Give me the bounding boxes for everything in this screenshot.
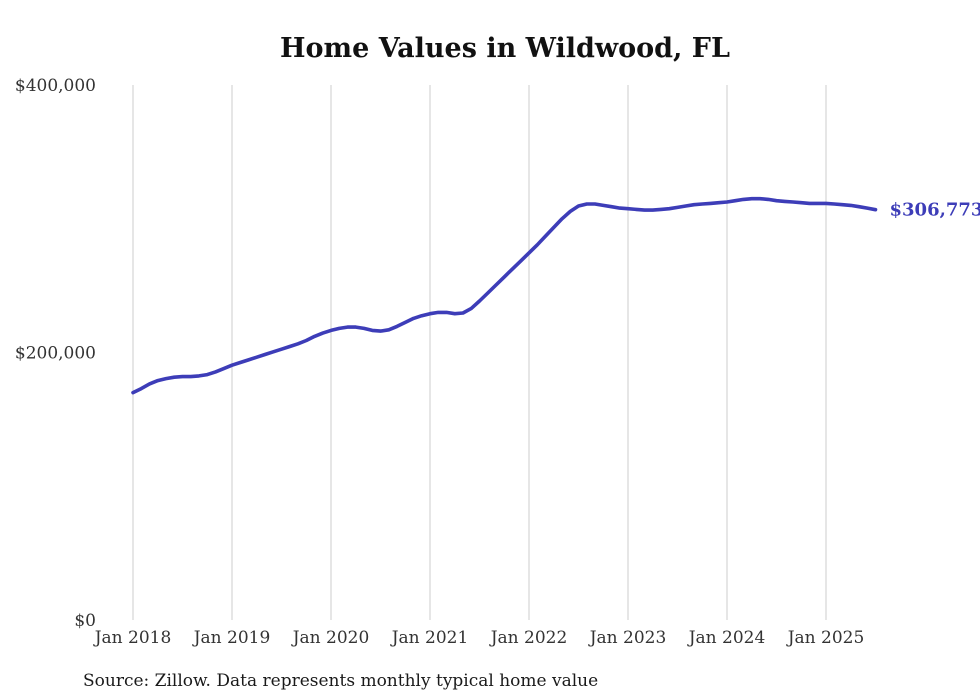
x-axis-label: Jan 2018	[93, 628, 172, 648]
x-axis-labels: Jan 2018 Jan 2019 Jan 2020 Jan 2021 Jan 2022…	[93, 628, 865, 648]
home-value-series-line	[131, 196, 878, 395]
x-axis-label: Jan 2019	[192, 628, 271, 648]
y-axis-label: $0	[74, 611, 96, 631]
vertical-gridlines	[132, 85, 827, 620]
series-group	[131, 196, 878, 395]
y-axis-label: $200,000	[15, 344, 96, 364]
x-axis-label: Jan 2022	[489, 628, 568, 648]
x-axis-label: Jan 2020	[291, 628, 370, 648]
y-axis-labels: $0 $200,000 $400,000	[15, 76, 96, 631]
source-note: Source: Zillow. Data represents monthly …	[83, 671, 598, 691]
x-axis-label: Jan 2025	[786, 628, 865, 648]
x-axis-label: Jan 2021	[390, 628, 469, 648]
x-axis-label: Jan 2024	[687, 628, 766, 648]
y-axis-label: $400,000	[15, 76, 96, 96]
end-value-label: $306,773	[890, 200, 980, 221]
chart-title: Home Values in Wildwood, FL	[280, 33, 730, 64]
x-axis-label: Jan 2023	[588, 628, 667, 648]
